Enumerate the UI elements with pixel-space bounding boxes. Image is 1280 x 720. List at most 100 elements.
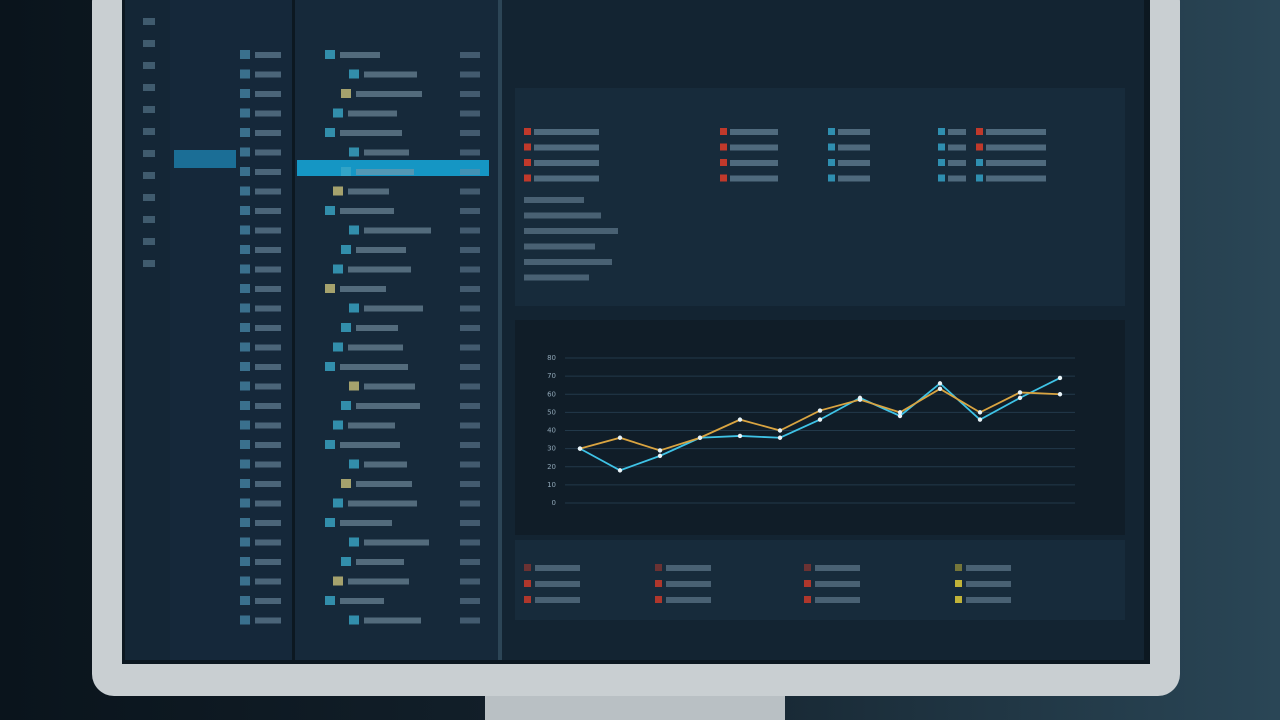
table-cell-text: [730, 160, 778, 166]
tree-row-icon: [341, 401, 351, 410]
table-cell-text: [838, 175, 870, 182]
side-row-icon: [240, 596, 250, 605]
summary-icon: [804, 596, 811, 603]
tree-row-text: [340, 208, 394, 214]
side-row-text: [255, 344, 281, 351]
summary-text: [966, 581, 1011, 587]
side-row-text: [255, 305, 281, 312]
series-point: [777, 428, 783, 433]
tree-row-icon: [349, 615, 359, 625]
summary-text: [815, 581, 860, 587]
side-row-icon: [240, 206, 250, 215]
tree-row-icon: [325, 596, 335, 605]
tree-row-icon: [333, 342, 343, 352]
series-point: [1017, 390, 1023, 395]
series-point: [817, 408, 823, 413]
tree-row-icon: [325, 362, 335, 371]
summary-text: [666, 581, 711, 587]
side-row-icon: [240, 50, 250, 59]
side-row-icon: [240, 615, 250, 625]
side-row-icon: [240, 264, 250, 274]
tree-row-meta: [460, 539, 480, 546]
side-row-text: [255, 227, 281, 234]
summary-icon: [655, 596, 662, 603]
tree-row-icon: [333, 420, 343, 430]
rail-icon: [143, 84, 155, 91]
tree-row-icon: [341, 479, 351, 488]
tree-row-text: [364, 227, 431, 234]
tree-row-text: [340, 130, 402, 136]
tree-row-icon: [341, 89, 351, 98]
rail-icon: [143, 194, 155, 201]
table-cell-icon: [938, 174, 945, 182]
side-row-icon: [240, 108, 250, 118]
table-panel: [515, 88, 1125, 306]
side-row-icon: [240, 69, 250, 79]
series-point: [1057, 392, 1063, 397]
tree-row-meta: [460, 247, 480, 253]
tree-row-icon: [333, 186, 343, 196]
tree-row-icon: [325, 284, 335, 293]
side-row-text: [255, 286, 281, 292]
tree-row-icon: [349, 69, 359, 79]
tree-row-meta: [460, 52, 480, 58]
tree-row-icon: [325, 128, 335, 137]
splitter: [498, 0, 502, 660]
tree-row-icon: [333, 498, 343, 508]
table-cell-icon: [720, 143, 727, 151]
line-chart: 0 10 20 30 40 50 60 70 80: [547, 354, 1075, 507]
tree-row-meta: [460, 286, 480, 292]
tree-row-icon: [333, 264, 343, 274]
rail-icon: [143, 18, 155, 25]
tree-row-text: [348, 578, 409, 585]
side-row-icon: [240, 342, 250, 352]
summary-text: [815, 597, 860, 603]
summary-icon: [524, 580, 531, 587]
series-point: [857, 397, 863, 402]
side-row-text: [255, 247, 281, 253]
y-tick-label: 60: [547, 390, 556, 398]
side-row-icon: [240, 362, 250, 371]
tree-row-meta: [460, 617, 480, 624]
tree-row-meta: [460, 481, 480, 487]
tree-row-meta: [460, 169, 480, 175]
table-cell-text: [948, 175, 966, 182]
series-point: [817, 417, 823, 422]
table-cell-icon: [720, 174, 727, 182]
side-row-text: [255, 188, 281, 195]
side-row-icon: [240, 537, 250, 547]
summary-icon: [804, 580, 811, 587]
side-row-icon: [240, 245, 250, 254]
table-cell-icon: [524, 143, 531, 151]
table-cell-text: [838, 160, 870, 166]
tree-row-text: [364, 71, 417, 78]
y-tick-label: 70: [547, 372, 556, 380]
rail-icon: [143, 238, 155, 245]
table-cell-text: [838, 129, 870, 135]
tree-row-icon: [341, 323, 351, 332]
rail-icon: [143, 106, 155, 113]
side-row-text: [255, 383, 281, 390]
tree-row-icon: [349, 225, 359, 235]
side-row-text: [255, 403, 281, 409]
table-cell-icon: [720, 128, 727, 135]
tree-row-text: [348, 344, 403, 351]
side-row-icon: [240, 381, 250, 391]
tree-row-meta: [460, 461, 480, 468]
y-tick-label: 30: [547, 445, 556, 453]
side-row-text: [255, 325, 281, 331]
side-row-text: [255, 208, 281, 214]
tree-row-meta: [460, 598, 480, 604]
side-row-text: [255, 169, 281, 175]
icon-rail: [125, 0, 170, 660]
series-point: [657, 453, 663, 459]
table-cell-icon: [938, 159, 945, 166]
table-cell-icon: [976, 128, 983, 135]
table-cell-text: [948, 160, 966, 166]
side-row-icon: [240, 303, 250, 313]
summary-icon: [524, 564, 531, 571]
side-row-icon: [240, 440, 250, 449]
tree-row-icon: [333, 576, 343, 586]
series-point: [937, 381, 943, 386]
